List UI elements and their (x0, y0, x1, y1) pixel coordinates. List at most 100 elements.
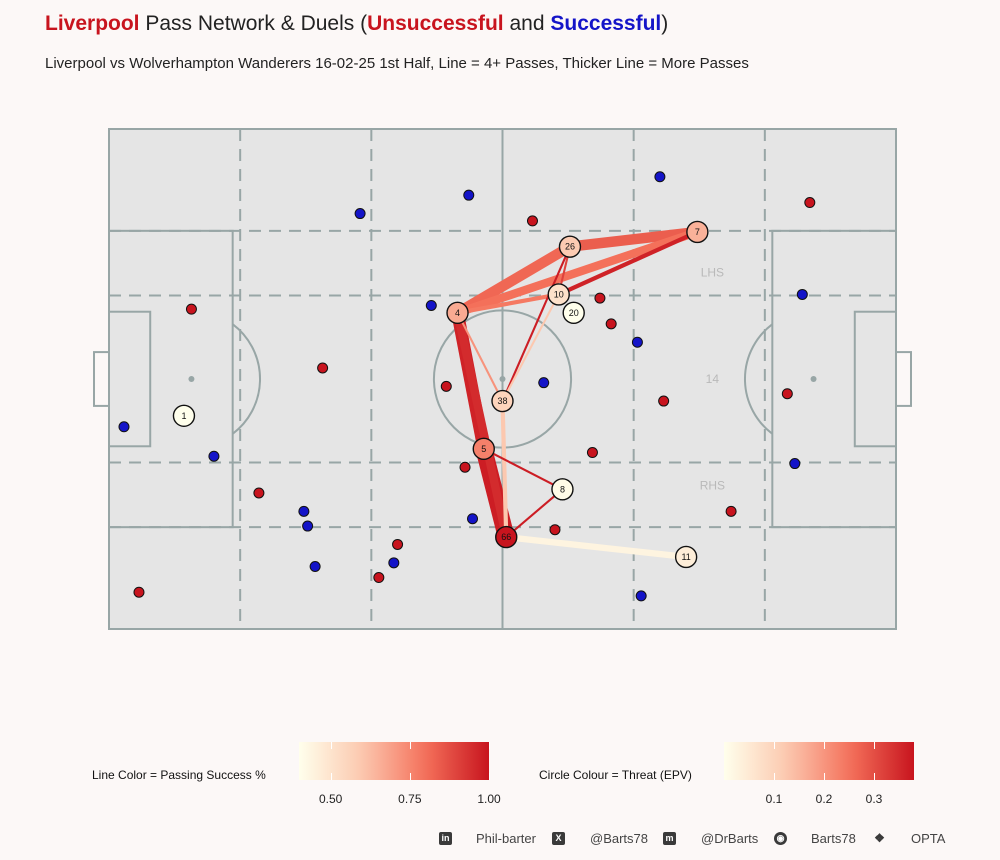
github-icon: ◉ (774, 832, 787, 845)
pass-links (451, 226, 699, 561)
player-label-11: 11 (681, 552, 690, 562)
right-penalty-spot (810, 376, 817, 382)
player-circle-66 (495, 525, 518, 549)
player-label-8: 8 (560, 484, 565, 494)
footer-mastodon: @DrBarts (701, 831, 759, 846)
centre-spot (499, 376, 506, 382)
chart-subtitle: Liverpool vs Wolverhampton Wanderers 16-… (45, 55, 749, 72)
duel-unsuccessful-14 (658, 395, 670, 407)
player-label-66: 66 (501, 532, 511, 542)
duel-successful-4 (309, 561, 321, 572)
player-circle-7 (686, 220, 709, 244)
duel-successful-14 (635, 590, 647, 602)
duel-unsuccessful-5 (317, 362, 329, 374)
line-legend-tickmark-bottom-1 (330, 773, 332, 780)
title-successful: Successful (550, 12, 662, 35)
player-circle-26 (558, 235, 582, 258)
player-label-1: 1 (181, 411, 186, 421)
zone-label-rhs: RHS (700, 479, 725, 493)
circle-legend-tickmark-bottom-3 (874, 773, 875, 780)
duel-unsuccessful-12 (605, 318, 617, 330)
player-circle-4 (446, 301, 469, 325)
circle-legend-tickmark-1 (774, 742, 775, 749)
duel-unsuccessful-1 (185, 303, 197, 315)
duel-successful-10 (467, 513, 479, 525)
duel-unsuccessful-2 (133, 586, 145, 598)
player-label-10: 10 (554, 289, 564, 299)
title-part1: Pass Network & Duels ( (139, 12, 368, 35)
footer-linkedin: Phil-barter (476, 831, 536, 846)
title-unsuccessful: Unsuccessful (367, 12, 504, 35)
player-node-7: 7 (686, 220, 709, 244)
line-legend-label: Line Color = Passing Success % (92, 768, 266, 782)
duel-unsuccessful-11 (594, 292, 606, 304)
duel-points (118, 171, 816, 602)
player-node-5: 5 (472, 437, 495, 461)
duel-unsuccessful-3 (253, 487, 265, 499)
player-circle-11 (674, 545, 698, 569)
player-circle-5 (472, 437, 495, 461)
duel-unsuccessful-16 (804, 197, 816, 209)
pass-link-4-26 (454, 242, 573, 318)
dropbox-icon: ❖ (874, 831, 885, 845)
pass-link-66-8 (505, 488, 564, 538)
footer-x-handle: @Barts78 (590, 831, 648, 846)
pass-link-10-38 (501, 293, 560, 402)
right-goal (895, 351, 912, 407)
player-circle-20 (562, 301, 585, 325)
player-node-20: 20 (562, 301, 585, 325)
pitch-chart: LHS 1 4 RHS 1 4 26 7 10 20 38 5 8 66 11 (93, 128, 912, 630)
pass-link-10-7 (557, 230, 699, 297)
duel-successful-5 (302, 520, 314, 532)
player-node-11: 11 (674, 545, 698, 569)
duel-unsuccessful-17 (781, 388, 793, 400)
line-color-scale (299, 742, 489, 780)
title-part3: ) (661, 12, 669, 35)
pitch-markings: LHS 1 4 RHS (93, 128, 912, 630)
player-label-5: 5 (481, 444, 486, 454)
zone-label-lhs: LHS (701, 265, 724, 279)
duel-successful-16 (789, 458, 801, 470)
duel-unsuccessful-15 (725, 505, 737, 517)
x-icon: X (552, 832, 565, 845)
player-label-7: 7 (695, 227, 700, 237)
duel-unsuccessful-13 (586, 447, 598, 459)
pass-link-5-8 (483, 447, 563, 491)
player-circle-10 (547, 283, 570, 306)
pass-link-4-7 (456, 227, 699, 317)
line-legend-tick-label-2: 0.75 (398, 792, 422, 806)
circle-legend-tickmark-3 (874, 742, 875, 749)
title-part2: and (503, 12, 551, 35)
duel-unsuccessful-6 (392, 538, 404, 550)
chart-title: Liverpool Pass Network & Duels (Unsucces… (45, 12, 668, 36)
duel-successful-3 (298, 505, 310, 517)
title-team: Liverpool (45, 12, 140, 35)
duel-successful-15 (796, 288, 808, 300)
player-nodes: 1 4 26 7 10 20 38 5 8 66 11 (172, 220, 709, 569)
player-node-38: 38 (491, 389, 514, 413)
linkedin-icon: in (439, 832, 452, 845)
line-legend-tick-label-3: 1.00 (477, 792, 501, 806)
player-node-10: 10 (547, 283, 570, 306)
footer-source: OPTA (911, 831, 946, 846)
right-penalty-arc (744, 323, 773, 435)
duel-unsuccessful-8 (459, 461, 471, 473)
line-legend-tickmark-2 (409, 742, 411, 749)
player-label-38: 38 (497, 396, 507, 406)
player-label-26: 26 (565, 242, 575, 252)
mastodon-icon: m (663, 832, 676, 845)
player-circle-38 (491, 389, 514, 413)
circle-legend-label: Circle Colour = Threat (EPV) (539, 768, 692, 782)
pass-link-4-66 (453, 311, 511, 538)
player-label-4: 4 (455, 308, 460, 318)
duel-successful-2 (208, 450, 220, 462)
pass-link-38-66 (500, 401, 509, 538)
circle-legend-tick-label-1: 0.1 (765, 792, 783, 806)
player-node-8: 8 (551, 478, 574, 501)
duel-successful-9 (463, 189, 475, 201)
player-node-26: 26 (558, 235, 582, 258)
circle-color-scale (724, 742, 914, 780)
duel-successful-7 (388, 557, 400, 569)
footer-github: Barts78 (811, 831, 856, 846)
circle-legend-tickmark-bottom-2 (824, 773, 825, 780)
